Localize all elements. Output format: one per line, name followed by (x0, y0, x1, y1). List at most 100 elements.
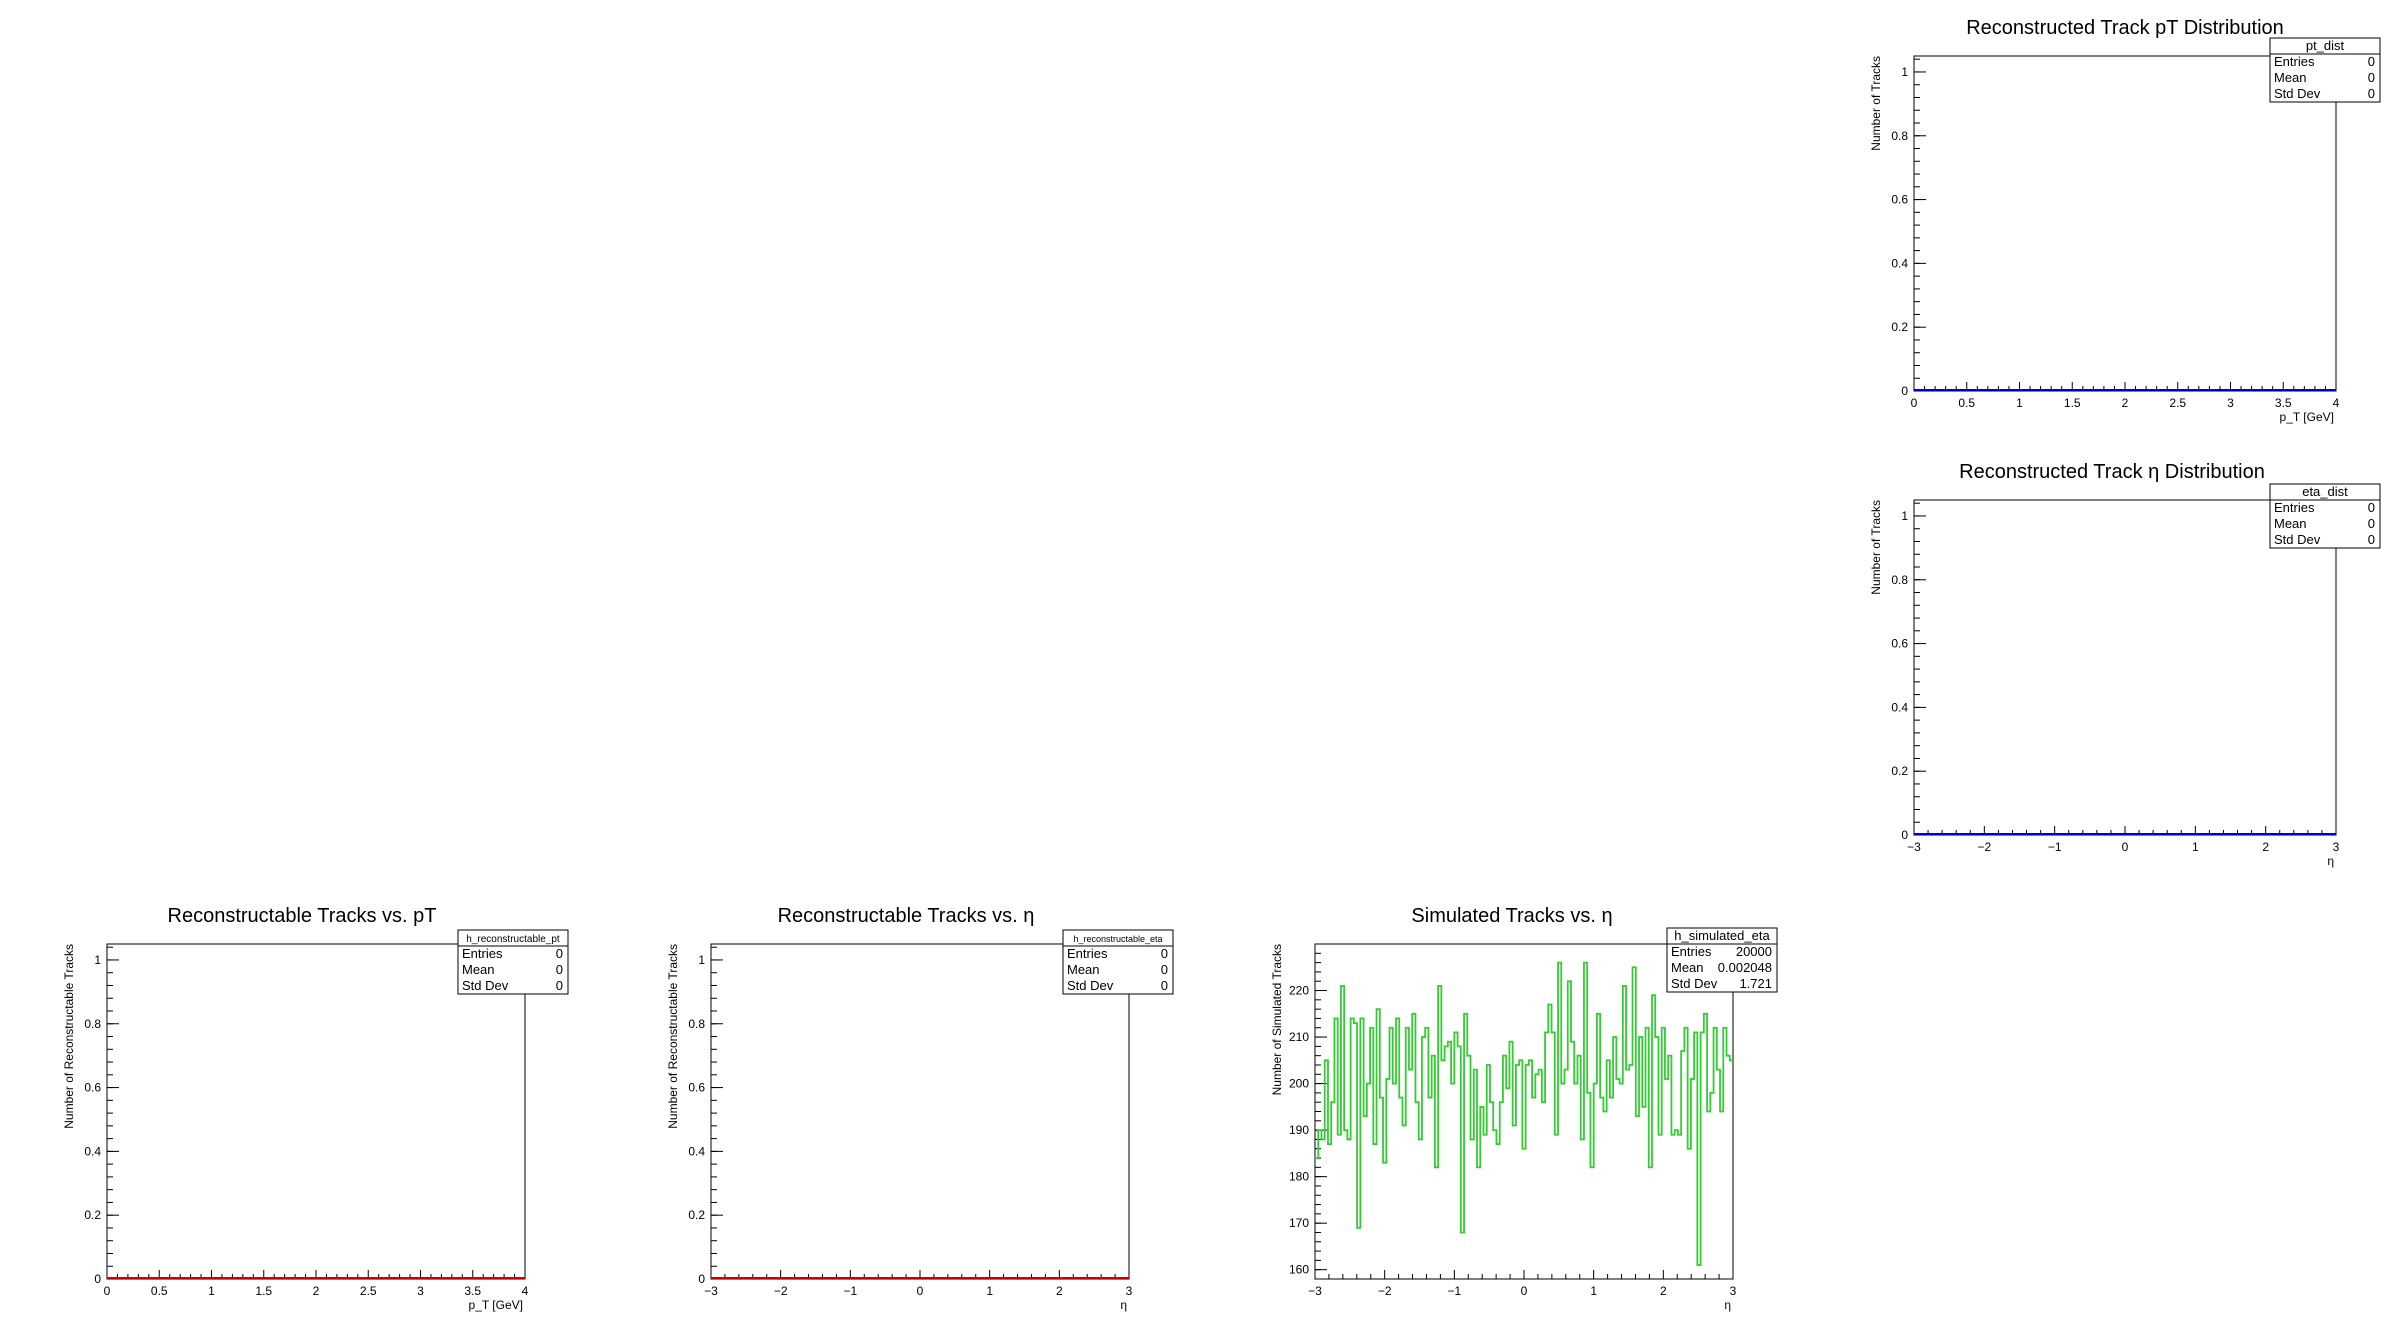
x-tick-label: −1 (2048, 840, 2062, 854)
plot-frame (1913, 55, 2337, 392)
chart-title: Simulated Tracks vs. η (1411, 905, 1612, 927)
stats-box-name: h_reconstructable_pt (466, 934, 560, 945)
stats-value-entries: 0 (2368, 500, 2375, 515)
stats-box-name: pt_dist (2306, 38, 2345, 53)
y-tick-label: 0.6 (84, 1081, 101, 1095)
y-axis-label: Number of Simulated Tracks (1270, 944, 1284, 1095)
x-tick-label: 1 (1590, 1284, 1597, 1298)
chart-title: Reconstructable Tracks vs. η (778, 905, 1035, 927)
chart-title: Reconstructed Track η Distribution (1959, 461, 2265, 483)
y-tick-label: 0 (1901, 384, 1908, 398)
y-tick-label: 0.8 (84, 1017, 101, 1031)
stats-value-entries: 0 (2368, 54, 2375, 69)
stats-value-entries: 0 (556, 946, 563, 961)
x-tick-label: 3.5 (2275, 396, 2292, 410)
stats-label-entries: Entries (1671, 944, 1712, 959)
chart-panel-3: Reconstructable Tracks vs. pT 0 0.5 1 1.5 2 2.… (62, 905, 569, 1312)
stats-label-std_dev: Std Dev (1067, 978, 1114, 993)
y-tick-label: 1 (698, 953, 705, 967)
stats-label-std_dev: Std Dev (1671, 976, 1718, 991)
x-axis-label: p_T [GeV] (2280, 410, 2334, 424)
stats-box-name: eta_dist (2302, 484, 2348, 499)
x-tick-label: 2 (1056, 1284, 1063, 1298)
plot-frame (1913, 499, 2337, 836)
stats-label-std_dev: Std Dev (2274, 86, 2321, 101)
y-tick-label: 1 (1901, 509, 1908, 523)
histogram-series-line (1315, 961, 1733, 1266)
stats-label-std_dev: Std Dev (462, 978, 509, 993)
stats-label-mean: Mean (2274, 70, 2307, 85)
stats-box-frame (1666, 927, 1778, 993)
stats-value-entries: 0 (1161, 946, 1168, 961)
x-tick-label: 0.5 (151, 1284, 168, 1298)
y-axis-label: Number of Reconstructable Tracks (666, 944, 680, 1129)
y-axis-label: Number of Tracks (1869, 56, 1883, 151)
y-tick-label: 0.6 (688, 1081, 705, 1095)
stats-value-mean: 0.002048 (1718, 960, 1772, 975)
y-tick-label: 220 (1289, 984, 1309, 998)
chart-panel-1: Reconstructed Track pT Distribution 0 0.5 1… (1869, 17, 2381, 424)
x-tick-label: 1 (986, 1284, 993, 1298)
y-axis-label: Number of Tracks (1869, 500, 1883, 595)
x-tick-label: 2.5 (360, 1284, 377, 1298)
y-tick-label: 210 (1289, 1030, 1309, 1044)
stats-value-std_dev: 0 (2368, 532, 2375, 547)
plot-frame (1314, 943, 1734, 1280)
x-tick-label: 3 (2227, 396, 2234, 410)
x-tick-label: −1 (1447, 1284, 1461, 1298)
y-tick-label: 0.2 (84, 1208, 101, 1222)
y-tick-label: 0.6 (1891, 637, 1908, 651)
stats-box-name: h_reconstructable_eta (1073, 934, 1162, 944)
chart-panel-4: Reconstructable Tracks vs. η−3 −2 −1 0 1 2 300… (666, 905, 1174, 1312)
stats-box-frame (1062, 929, 1174, 995)
x-tick-label: 2 (2122, 396, 2129, 410)
stats-value-std_dev: 0 (556, 978, 563, 993)
stats-value-std_dev: 0 (1161, 978, 1168, 993)
y-tick-label: 0.4 (688, 1144, 705, 1158)
x-tick-label: −2 (1977, 840, 1991, 854)
x-tick-label: −2 (774, 1284, 788, 1298)
x-axis-label: p_T [GeV] (469, 1298, 523, 1312)
stats-box-frame (457, 929, 569, 995)
y-tick-label: 0.8 (1891, 573, 1908, 587)
x-tick-label: 3 (417, 1284, 424, 1298)
stats-label-entries: Entries (462, 946, 503, 961)
x-axis-label: η (1724, 1298, 1731, 1312)
x-tick-label: 1.5 (255, 1284, 272, 1298)
stats-value-mean: 0 (556, 962, 563, 977)
x-tick-label: 2.5 (2169, 396, 2186, 410)
chart-title: Reconstructed Track pT Distribution (1966, 17, 2284, 39)
x-tick-label: 4 (2333, 396, 2340, 410)
x-tick-label: 1.5 (2064, 396, 2081, 410)
y-tick-label: 1 (1901, 65, 1908, 79)
y-tick-label: 0 (1901, 828, 1908, 842)
x-tick-label: −3 (704, 1284, 718, 1298)
stats-label-entries: Entries (2274, 54, 2315, 69)
stats-label-std_dev: Std Dev (2274, 532, 2321, 547)
stats-box-frame (2269, 37, 2381, 103)
y-tick-label: 200 (1289, 1077, 1309, 1091)
x-tick-label: 3.5 (464, 1284, 481, 1298)
x-tick-label: −3 (1907, 840, 1921, 854)
stats-value-std_dev: 1.721 (1739, 976, 1772, 991)
stats-box-frame (2269, 483, 2381, 549)
x-tick-label: 1 (208, 1284, 215, 1298)
stats-label-mean: Mean (462, 962, 495, 977)
x-tick-label: 3 (1126, 1284, 1133, 1298)
x-axis-label: η (2327, 854, 2334, 868)
y-tick-label: 180 (1289, 1170, 1309, 1184)
x-tick-label: 0 (104, 1284, 111, 1298)
y-tick-label: 0.4 (1891, 700, 1908, 714)
y-tick-label: 0.6 (1891, 193, 1908, 207)
stats-label-mean: Mean (1067, 962, 1100, 977)
y-tick-label: 0 (698, 1272, 705, 1286)
stats-label-entries: Entries (2274, 500, 2315, 515)
x-tick-label: 3 (1730, 1284, 1737, 1298)
x-axis-label: η (1120, 1298, 1127, 1312)
chart-panel-2: Reconstructed Track η Distribution −3 −2 −1… (1869, 461, 2381, 868)
y-tick-label: 0.2 (1891, 764, 1908, 778)
